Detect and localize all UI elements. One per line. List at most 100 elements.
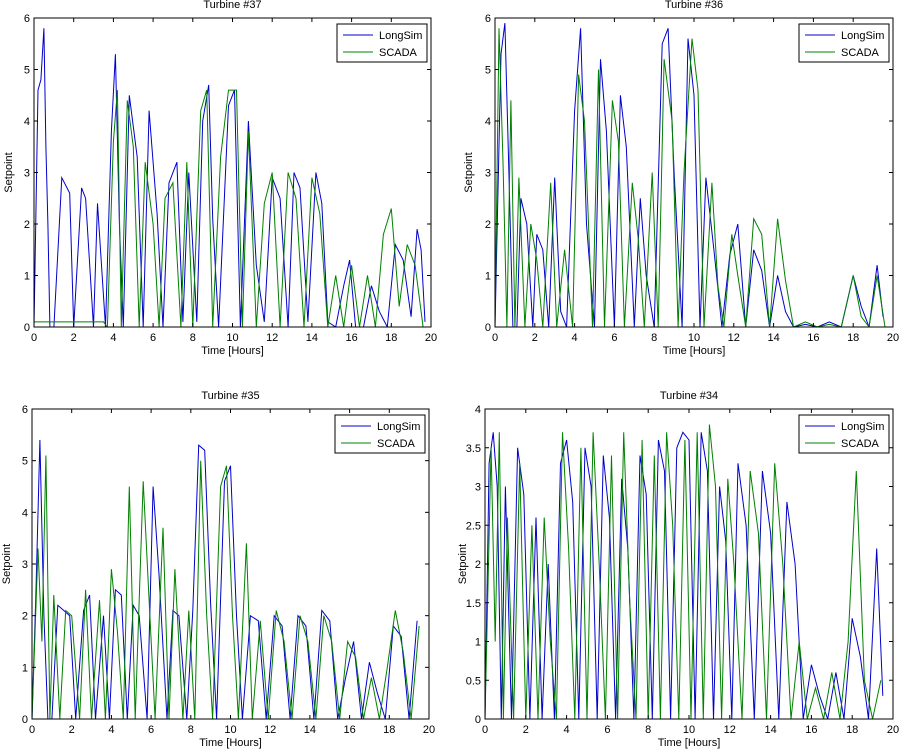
x-tick-label: 14 [764, 724, 776, 736]
x-tick-label: 6 [150, 332, 156, 344]
x-tick-label: 8 [188, 724, 194, 736]
legend-box [334, 414, 426, 454]
legend-label-longsim: LongSim [379, 30, 422, 42]
legend-label-longsim: LongSim [377, 421, 420, 433]
x-axis-label: Time [Hours] [199, 737, 262, 749]
chart-title: Turbine #34 [660, 390, 718, 402]
y-tick-label: 1 [24, 271, 30, 283]
series-line-scada [32, 455, 420, 719]
x-axis-label: Time [Hours] [201, 345, 264, 357]
y-tick-label: 3 [485, 168, 491, 180]
x-tick-label: 16 [805, 724, 817, 736]
x-tick-label: 20 [423, 724, 435, 736]
chart-panel-4: 0 2 4 6 8 10 12 14 16 18 20 0 0.5 1 1.5 2 2.5 3 3.5 4 Turbin… [457, 390, 899, 749]
y-tick-label: 2 [24, 219, 30, 231]
x-tick-label: 14 [767, 332, 779, 344]
y-tick-label: 2.5 [466, 520, 481, 532]
y-tick-label: 6 [24, 13, 30, 25]
legend-label-scada: SCADA [379, 47, 418, 59]
series-line-scada [34, 89, 424, 327]
legend-box [336, 23, 428, 63]
x-tick-label: 20 [887, 332, 899, 344]
series-line-scada [495, 28, 886, 327]
x-axis-label: Time [Hours] [663, 345, 726, 357]
plot-area [34, 18, 431, 327]
y-tick-label: 5 [22, 456, 28, 468]
y-axis-label: Setpoint [1, 544, 13, 584]
x-tick-label: 16 [807, 332, 819, 344]
x-tick-label: 18 [846, 724, 858, 736]
legend-label-longsim: LongSim [841, 30, 884, 42]
x-tick-label: 4 [110, 332, 116, 344]
y-tick-label: 4 [475, 404, 481, 416]
y-tick-label: 5 [485, 65, 491, 77]
y-tick-label: 3.5 [466, 443, 481, 455]
y-tick-label: 0 [485, 322, 491, 334]
chart-title: Turbine #36 [665, 0, 723, 11]
x-tick-label: 4 [108, 724, 114, 736]
x-tick-label: 6 [604, 724, 610, 736]
x-tick-label: 0 [31, 332, 37, 344]
x-tick-label: 12 [266, 332, 278, 344]
x-tick-label: 10 [683, 724, 695, 736]
x-tick-label: 2 [71, 332, 77, 344]
x-tick-label: 8 [651, 332, 657, 344]
legend: LongSim SCADA [334, 414, 426, 454]
x-tick-label: 0 [482, 724, 488, 736]
x-tick-label: 0 [29, 724, 35, 736]
x-tick-label: 14 [306, 332, 318, 344]
y-tick-label: 3 [475, 482, 481, 494]
y-axis-label: Setpoint [463, 152, 475, 192]
y-tick-label: 0.5 [466, 675, 481, 687]
y-axis-label: Setpoint [457, 544, 469, 584]
x-tick-label: 10 [688, 332, 700, 344]
y-tick-label: 6 [22, 404, 28, 416]
y-tick-label: 4 [24, 116, 30, 128]
y-tick-label: 5 [24, 65, 30, 77]
x-tick-label: 12 [728, 332, 740, 344]
x-axis-label: Time [Hours] [658, 737, 721, 749]
x-tick-label: 2 [523, 724, 529, 736]
y-tick-label: 2 [475, 559, 481, 571]
y-tick-label: 1.5 [466, 598, 481, 610]
series-line-longsim [485, 431, 884, 719]
legend-box [798, 23, 890, 63]
chart-title: Turbine #37 [203, 0, 261, 11]
x-tick-label: 8 [645, 724, 651, 736]
series-line-longsim [34, 28, 426, 327]
x-tick-label: 8 [190, 332, 196, 344]
x-tick-label: 12 [724, 724, 736, 736]
series-line-longsim [495, 23, 884, 327]
x-tick-label: 12 [264, 724, 276, 736]
legend-label-scada: SCADA [841, 438, 880, 450]
y-axis-label: Setpoint [3, 152, 15, 192]
y-tick-label: 0 [475, 714, 481, 726]
x-tick-label: 4 [564, 724, 570, 736]
chart-title: Turbine #35 [201, 390, 259, 402]
y-tick-label: 3 [22, 559, 28, 571]
y-tick-label: 3 [24, 168, 30, 180]
x-tick-label: 2 [532, 332, 538, 344]
x-tick-label: 4 [572, 332, 578, 344]
x-tick-label: 20 [425, 332, 437, 344]
x-tick-label: 16 [345, 332, 357, 344]
y-tick-label: 2 [22, 611, 28, 623]
legend-label-scada: SCADA [841, 47, 880, 59]
y-tick-label: 1 [475, 637, 481, 649]
y-tick-label: 0 [24, 322, 30, 334]
y-tick-label: 6 [485, 13, 491, 25]
x-tick-label: 18 [385, 332, 397, 344]
legend: LongSim SCADA [798, 23, 890, 63]
legend: LongSim SCADA [336, 23, 428, 63]
x-tick-label: 10 [226, 332, 238, 344]
legend: LongSim SCADA [798, 414, 890, 454]
legend-box [798, 414, 890, 454]
x-tick-label: 6 [611, 332, 617, 344]
x-tick-label: 18 [383, 724, 395, 736]
x-tick-label: 20 [887, 724, 899, 736]
x-tick-label: 16 [343, 724, 355, 736]
